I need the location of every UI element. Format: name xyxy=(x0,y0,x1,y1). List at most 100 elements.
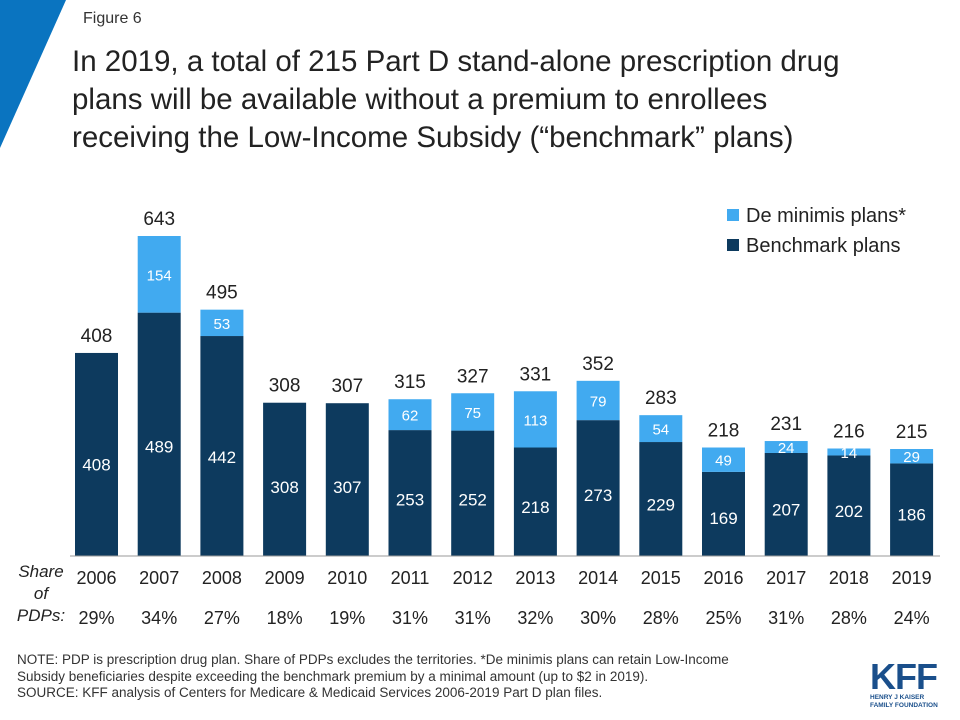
bar-benchmark xyxy=(388,430,432,556)
bar-de-minimis xyxy=(576,380,620,421)
bar-de-minimis xyxy=(137,236,181,313)
total-label: 643 xyxy=(143,209,175,230)
share-label: 32% xyxy=(517,608,553,628)
title-line: In 2019, a total of 215 Part D stand-alo… xyxy=(72,45,840,78)
logo-subtitle: HENRY J KAISER xyxy=(870,694,925,701)
share-label: 30% xyxy=(580,608,616,628)
share-label: 25% xyxy=(705,608,741,628)
value-label-benchmark: 229 xyxy=(647,496,675,515)
share-label: 27% xyxy=(204,608,240,628)
bar-de-minimis xyxy=(200,309,244,337)
share-of-pdps-label: PDPs: xyxy=(17,606,65,625)
x-tick-label: 2007 xyxy=(139,568,179,588)
value-label-benchmark: 186 xyxy=(897,505,925,524)
bar-de-minimis xyxy=(513,391,557,448)
total-label: 231 xyxy=(770,414,802,435)
logo-mark: KFF xyxy=(870,656,938,697)
bar-de-minimis xyxy=(639,415,683,443)
bar-benchmark xyxy=(263,402,307,556)
legend-label: Benchmark plans xyxy=(746,235,901,257)
note-line: NOTE: PDP is prescription drug plan. Sha… xyxy=(17,652,729,667)
logo-subtitle: FAMILY FOUNDATION xyxy=(870,701,938,709)
kff-logo: KFF HENRY J KAISER FAMILY FOUNDATION xyxy=(870,656,950,709)
bar-benchmark xyxy=(75,352,118,556)
footnote: NOTE: PDP is prescription drug plan. Sha… xyxy=(17,652,877,702)
share-label: 31% xyxy=(455,608,491,628)
bar-benchmark xyxy=(451,430,495,556)
value-label-benchmark: 307 xyxy=(333,478,361,497)
value-label-de-minimis: 62 xyxy=(402,408,419,425)
corner-accent xyxy=(0,0,66,148)
total-label: 315 xyxy=(394,372,426,393)
value-label-de-minimis: 29 xyxy=(903,449,920,466)
bar-benchmark xyxy=(890,463,934,556)
x-tick-label: 2014 xyxy=(578,568,618,588)
note-line: Subsidy beneficiaries despite exceeding … xyxy=(17,668,649,684)
total-label: 307 xyxy=(331,376,363,397)
x-tick-label: 2011 xyxy=(391,568,430,588)
total-label: 352 xyxy=(582,354,614,375)
x-tick-label: 2016 xyxy=(703,568,743,588)
share-of-pdps-label: Share xyxy=(18,562,63,581)
value-label-de-minimis: 24 xyxy=(778,440,795,457)
bar-benchmark xyxy=(137,312,181,556)
bar-de-minimis xyxy=(890,449,934,464)
total-label: 308 xyxy=(269,376,301,397)
share-label: 31% xyxy=(392,608,428,628)
value-label-benchmark: 308 xyxy=(270,478,298,497)
source-line: SOURCE: KFF analysis of Centers for Medi… xyxy=(17,685,603,700)
total-label: 216 xyxy=(833,422,865,443)
share-label: 34% xyxy=(141,608,177,628)
title-line: receiving the Low-Income Subsidy (“bench… xyxy=(72,121,794,154)
stacked-bar-chart: 408 408 2006 29% 489 154 643 2007 34% 442 53 495 200… xyxy=(17,205,940,628)
total-label: 327 xyxy=(457,366,489,387)
total-label: 215 xyxy=(896,422,928,443)
total-label: 495 xyxy=(206,283,238,304)
legend-swatch xyxy=(727,209,739,221)
x-tick-label: 2015 xyxy=(641,568,681,588)
x-tick-label: 2018 xyxy=(829,568,869,588)
value-label-de-minimis: 113 xyxy=(523,412,547,429)
value-label-de-minimis: 79 xyxy=(590,393,607,410)
value-label-benchmark: 253 xyxy=(396,490,424,509)
legend-label: De minimis plans* xyxy=(746,205,906,227)
value-label-benchmark: 169 xyxy=(709,509,737,528)
bar-benchmark xyxy=(576,420,620,556)
bar-de-minimis xyxy=(702,447,745,472)
total-label: 408 xyxy=(81,326,113,347)
value-label-benchmark: 442 xyxy=(208,448,236,467)
bar-de-minimis xyxy=(764,441,808,453)
value-label-benchmark: 252 xyxy=(459,491,487,510)
bar-benchmark xyxy=(200,336,244,556)
x-tick-label: 2017 xyxy=(766,568,806,588)
value-label-de-minimis: 14 xyxy=(841,445,858,462)
share-label: 28% xyxy=(643,608,679,628)
bar-benchmark xyxy=(513,447,557,556)
value-label-de-minimis: 49 xyxy=(715,453,732,470)
figure-label: Figure 6 xyxy=(83,10,142,27)
bar-benchmark xyxy=(764,452,808,556)
share-label: 18% xyxy=(267,608,303,628)
bar-benchmark xyxy=(702,471,745,556)
corner-triangle xyxy=(0,0,66,148)
legend-swatch xyxy=(727,239,739,251)
x-tick-label: 2012 xyxy=(453,568,493,588)
x-tick-label: 2008 xyxy=(202,568,242,588)
x-tick-label: 2009 xyxy=(265,568,305,588)
share-label: 31% xyxy=(768,608,804,628)
value-label-benchmark: 207 xyxy=(772,501,800,520)
value-label-benchmark: 273 xyxy=(584,486,612,505)
x-tick-label: 2019 xyxy=(892,568,932,588)
bar-benchmark xyxy=(639,442,683,556)
x-tick-label: 2013 xyxy=(515,568,555,588)
x-tick-label: 2006 xyxy=(76,568,116,588)
value-label-benchmark: 489 xyxy=(145,437,173,456)
bar-de-minimis xyxy=(451,393,495,431)
bar-de-minimis xyxy=(827,448,871,456)
total-label: 283 xyxy=(645,388,677,409)
value-label-benchmark: 218 xyxy=(521,498,549,517)
value-label-de-minimis: 75 xyxy=(464,405,481,422)
value-label-de-minimis: 53 xyxy=(214,316,231,333)
x-tick-label: 2010 xyxy=(327,568,367,588)
share-label: 24% xyxy=(894,608,930,628)
